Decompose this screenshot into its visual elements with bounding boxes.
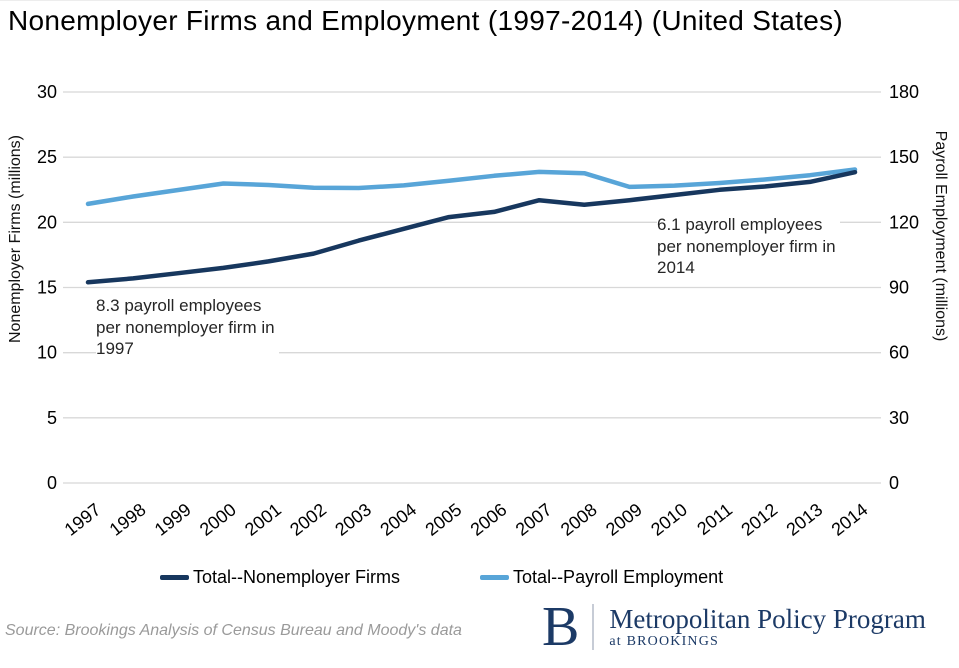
chart-title: Nonemployer Firms and Employment (1997-2… (8, 5, 844, 36)
x-axis-tick: 1999 (151, 499, 195, 539)
x-axis-tick: 2001 (241, 499, 285, 539)
annotation-1997: 8.3 payroll employees per nonemployer fi… (96, 294, 279, 361)
right-axis-tick: 180 (889, 82, 919, 102)
x-axis-tick: 2007 (512, 499, 556, 539)
x-axis-tick: 2005 (422, 499, 466, 539)
left-axis-title: Nonemployer Firms (millions) (7, 134, 24, 344)
left-axis-tick: 15 (37, 278, 57, 298)
right-axis-tick: 90 (889, 278, 909, 298)
left-axis-tick: 0 (47, 473, 57, 493)
series-line-total-nonemployer-firms (85, 169, 858, 285)
legend-line-swatch-light (480, 575, 510, 580)
x-axis-tick: 2012 (737, 499, 781, 539)
legend-item-payroll-employment: Total--Payroll Employment (480, 567, 723, 588)
right-axis-tick: 120 (889, 212, 919, 232)
x-axis-tick: 1998 (106, 499, 150, 539)
x-axis-tick: 2002 (286, 499, 330, 539)
logo-program-name: Metropolitan Policy Program (609, 603, 926, 634)
logo-text: Metropolitan Policy Program at BROOKINGS (609, 605, 925, 650)
source-note: Source: Brookings Analysis of Census Bur… (5, 622, 462, 639)
series-line-total-payroll-employment (85, 167, 858, 207)
legend-label: Total--Payroll Employment (513, 567, 724, 587)
right-axis-tick: 30 (889, 408, 909, 428)
x-axis-tick: 2014 (828, 499, 872, 539)
left-axis-tick: 25 (37, 147, 57, 167)
annotation-2014: 6.1 payroll employees per nonemployer fi… (657, 213, 840, 280)
x-axis-tick: 2004 (376, 499, 420, 539)
left-axis-tick: 10 (37, 343, 57, 363)
right-axis-tick: 0 (889, 473, 899, 493)
x-axis-tick: 2009 (602, 499, 646, 539)
x-axis-tick: 1997 (61, 499, 105, 539)
x-axis-tick: 2013 (782, 499, 826, 539)
legend-line-swatch-dark (160, 575, 189, 580)
logo-divider (592, 604, 595, 650)
legend-label: Total--Nonemployer Firms (193, 567, 401, 587)
right-axis-title: Payroll Employment (millions) (932, 130, 949, 342)
left-axis-tick: 20 (37, 212, 57, 232)
x-axis-tick: 2008 (557, 499, 601, 539)
left-axis-tick: 30 (37, 82, 57, 102)
brookings-b-mark: B (542, 596, 580, 658)
x-axis-tick: 2011 (693, 499, 736, 539)
legend: Total--Nonemployer Firms Total--Payroll … (160, 567, 723, 588)
x-axis-tick: 2003 (331, 499, 375, 539)
legend-item-nonemployer-firms: Total--Nonemployer Firms (160, 567, 400, 588)
brookings-logo: B Metropolitan Policy Program at BROOKIN… (542, 596, 926, 658)
right-axis-tick: 60 (889, 343, 909, 363)
x-axis-tick: 2006 (467, 499, 511, 539)
x-axis-tick: 2000 (196, 499, 240, 539)
left-axis-tick: 5 (47, 408, 57, 428)
x-axis-tick: 2010 (647, 499, 691, 539)
right-axis-tick: 150 (889, 147, 919, 167)
logo-subtitle: at BROOKINGS (609, 633, 720, 649)
